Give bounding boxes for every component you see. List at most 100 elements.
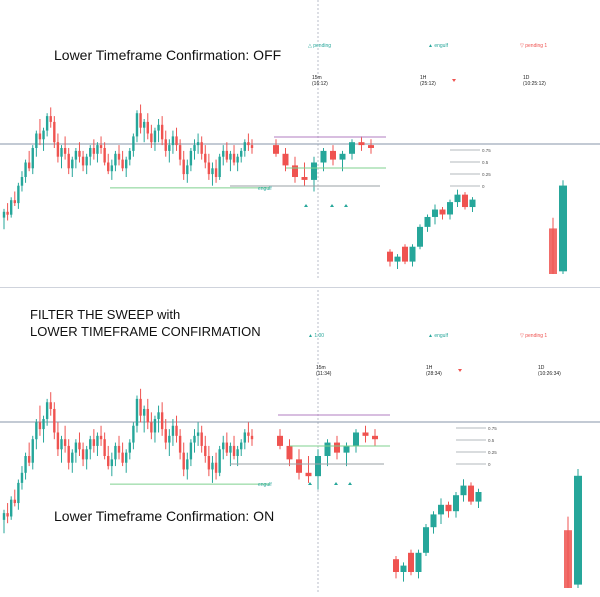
candle-body — [142, 408, 146, 416]
ltf-candle — [408, 552, 414, 572]
ladder-label: 0.25 — [488, 450, 497, 455]
candle-body — [157, 124, 160, 131]
candle-body — [49, 402, 52, 409]
candle-body — [96, 145, 99, 154]
bottom-panel-heading: Lower Timeframe Confirmation: ON — [54, 508, 275, 524]
daily-candle — [574, 475, 582, 585]
candle-body — [125, 452, 128, 463]
legend-pending-down: ▽ pending 1 — [520, 333, 547, 339]
engulf-label: engulf — [258, 482, 272, 488]
candle-body — [96, 435, 99, 446]
candle-body — [49, 116, 52, 122]
candle-body — [56, 432, 60, 450]
htf-candle — [334, 442, 340, 453]
tf-label: 1D — [538, 365, 545, 371]
candle-body — [153, 419, 157, 433]
tf-label: 1H — [426, 365, 433, 371]
ladder-label: 0.5 — [488, 438, 495, 443]
legend-pending: △ pending — [308, 43, 331, 49]
candle-body — [92, 439, 96, 446]
legend-engulf: ▲ engulf — [428, 333, 449, 339]
candle-body — [139, 398, 142, 416]
tf-time: (11:34) — [316, 371, 332, 377]
candle-body — [225, 150, 229, 160]
signal-marker-down — [452, 79, 456, 82]
candle-body — [225, 442, 229, 453]
tf-time: (10:26:34) — [538, 371, 561, 377]
candle-body — [236, 156, 239, 163]
ltf-candle — [432, 209, 438, 217]
candle-body — [211, 462, 214, 470]
candle-body — [186, 165, 189, 175]
candle-body — [45, 116, 49, 131]
candle-body — [6, 513, 9, 517]
candle-body — [214, 168, 218, 177]
tf-time: (10:25:12) — [523, 81, 546, 87]
candle-body — [204, 153, 207, 163]
htf-candle — [282, 153, 289, 166]
candle-body — [20, 472, 24, 483]
htf-candle — [324, 442, 331, 456]
htf-candle — [349, 142, 355, 154]
htf-candle — [315, 456, 321, 477]
candle-body — [222, 150, 225, 157]
tf-label: 1D — [523, 75, 530, 81]
candle-body — [78, 150, 81, 157]
candle-body — [142, 121, 146, 128]
candle-body — [146, 121, 149, 134]
candle-body — [103, 439, 106, 456]
candle-body — [139, 113, 142, 128]
candle-body — [186, 459, 189, 470]
candle-body — [107, 162, 110, 172]
candle-body — [53, 408, 56, 433]
engulf-label: engulf — [258, 186, 272, 192]
ltf-candle — [468, 485, 474, 502]
candle-body — [20, 177, 24, 186]
candle-body — [125, 159, 128, 169]
top-panel-heading: Lower Timeframe Confirmation: OFF — [54, 47, 282, 63]
htf-candle — [368, 145, 374, 148]
candle-body — [99, 435, 103, 440]
candle-body — [146, 408, 149, 423]
ltf-candle — [393, 559, 399, 572]
candle-body — [157, 412, 160, 420]
candle-body — [196, 142, 200, 146]
candle-body — [13, 200, 16, 204]
tf-label: 1H — [420, 75, 427, 81]
ltf-candle — [430, 514, 437, 528]
candle-body — [99, 145, 103, 148]
candle-body — [24, 456, 27, 473]
ltf-candle — [400, 565, 407, 572]
candle-body — [42, 130, 45, 140]
candle-body — [171, 425, 175, 436]
candle-body — [121, 159, 124, 169]
candle-body — [218, 449, 221, 473]
candle-body — [17, 482, 20, 504]
candle-body — [2, 211, 6, 218]
candle-body — [128, 442, 131, 453]
candle-body — [207, 162, 211, 175]
htf-candle — [358, 142, 365, 146]
ltf-candle — [475, 492, 482, 502]
candle-body — [89, 148, 92, 157]
candle-body — [232, 445, 236, 456]
candle-body — [114, 153, 117, 166]
ladder-label: 0.75 — [488, 426, 497, 431]
htf-candle — [305, 472, 312, 477]
candle-body — [164, 139, 167, 151]
tf-label: 15m — [316, 365, 326, 371]
candle-body — [164, 429, 167, 443]
candle-body — [38, 133, 42, 140]
signal-marker-down — [458, 369, 462, 372]
candle-body — [250, 435, 254, 440]
candle-body — [250, 145, 254, 148]
candle-body — [135, 113, 139, 137]
candle-body — [67, 445, 70, 463]
candle-body — [31, 439, 34, 463]
ladder-label: 0.5 — [482, 160, 489, 165]
candle-body — [193, 435, 196, 443]
candle-body — [178, 435, 182, 453]
candle-body — [9, 200, 13, 215]
candle-body — [171, 136, 175, 146]
